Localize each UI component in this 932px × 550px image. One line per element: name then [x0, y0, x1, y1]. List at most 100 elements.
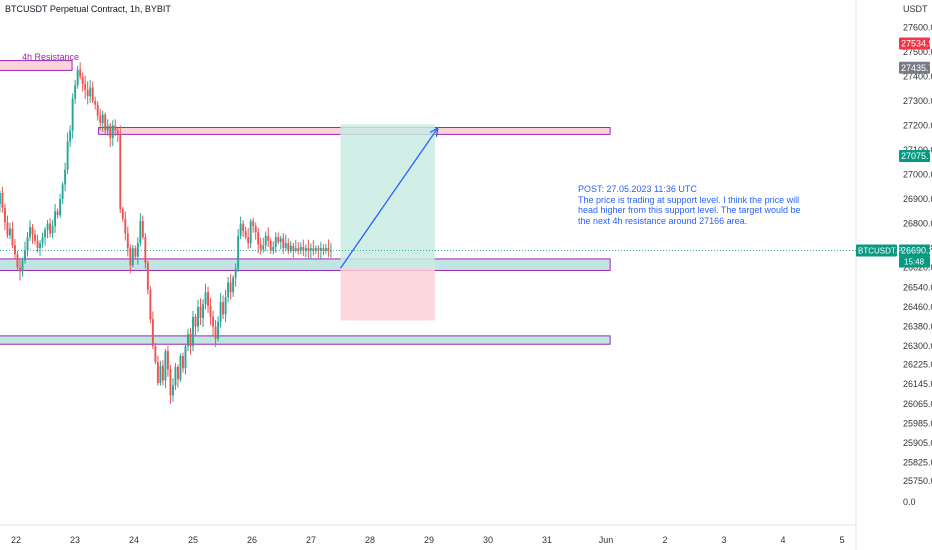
- candle: [187, 328, 189, 351]
- candle: [304, 244, 307, 258]
- candle-body: [134, 248, 137, 257]
- candle: [217, 316, 220, 342]
- candle: [84, 75, 87, 100]
- zone-support: [0, 335, 611, 345]
- candle: [14, 239, 16, 260]
- y-tick-label: 26145.0: [903, 379, 932, 389]
- arrow: [339, 126, 439, 269]
- candle: [247, 228, 250, 249]
- candle: [59, 193, 62, 218]
- x-axis: 22 23 24 25 26 27 28 29 30 31 Jun 2 3 4 5: [11, 535, 845, 545]
- candle: [74, 79, 77, 104]
- candle-body: [154, 346, 157, 363]
- candle: [294, 239, 297, 253]
- candle: [272, 241, 275, 255]
- candle-body: [279, 238, 282, 242]
- candle: [282, 233, 285, 255]
- arrow-line: [339, 127, 439, 269]
- x-tick-label: Jun: [599, 535, 614, 545]
- x-tick-label: 4: [780, 535, 785, 545]
- candle-body: [324, 248, 327, 251]
- candle: [31, 224, 34, 244]
- candle: [307, 239, 310, 260]
- candle: [234, 263, 237, 287]
- candle: [177, 364, 179, 388]
- candle: [144, 233, 147, 269]
- zones: [0, 60, 611, 345]
- candle-body: [212, 316, 215, 327]
- candle-body: [31, 227, 34, 235]
- candle-body: [327, 248, 330, 251]
- candle: [154, 343, 157, 365]
- candle: [111, 120, 114, 147]
- price-tag: 27534.9: [899, 37, 932, 50]
- candle: [76, 65, 79, 89]
- price-tag-bg: [899, 150, 930, 163]
- candle-body: [322, 248, 325, 251]
- candle: [81, 72, 84, 92]
- candle-body: [254, 226, 257, 233]
- candle-body: [91, 87, 94, 102]
- candle: [182, 352, 184, 373]
- candle: [136, 237, 139, 265]
- candle: [309, 243, 312, 260]
- candle-body: [129, 248, 132, 266]
- candle: [239, 216, 242, 240]
- candle-body: [217, 321, 220, 339]
- candle: [207, 286, 209, 313]
- candle-body: [64, 169, 67, 185]
- candle-body: [177, 367, 179, 380]
- candle-body: [146, 262, 149, 290]
- post-note: POST: 27.05.2023 11:36 UTC The price is …: [578, 184, 818, 226]
- candle-body: [302, 246, 305, 251]
- candle: [3, 203, 6, 231]
- candle-body: [294, 248, 297, 251]
- candle-body: [24, 250, 26, 261]
- candle: [56, 208, 59, 219]
- candle: [86, 81, 89, 105]
- candle-body: [66, 141, 69, 170]
- candle-body: [109, 125, 112, 138]
- candle: [69, 125, 72, 148]
- grid: [0, 0, 857, 550]
- candle: [259, 238, 262, 255]
- post-note-line: the next 4h resistance around 27166 area…: [578, 215, 748, 226]
- candle: [94, 96, 97, 110]
- candle-body: [14, 245, 16, 255]
- x-tick-label: 24: [129, 535, 139, 545]
- candle-body: [317, 248, 320, 251]
- candle-body: [151, 319, 154, 347]
- candle: [96, 101, 99, 121]
- trade-loss-zone: [340, 268, 435, 321]
- candle-body: [76, 69, 79, 86]
- candle: [179, 353, 182, 382]
- candle: [146, 260, 149, 295]
- candle: [6, 215, 9, 238]
- candle-body: [329, 250, 332, 252]
- candle: [204, 283, 207, 310]
- candle: [8, 222, 11, 240]
- candle: [279, 235, 282, 250]
- candle-body: [99, 115, 102, 124]
- candle: [64, 162, 67, 192]
- candle: [319, 241, 322, 260]
- candle-body: [224, 297, 227, 315]
- candle-body: [89, 87, 92, 97]
- y-tick-label: 27200.0: [903, 121, 932, 131]
- candle-body: [219, 302, 222, 322]
- candle-body: [71, 98, 74, 131]
- y-tick-label: 27400.0: [903, 72, 932, 82]
- candle-body: [282, 238, 285, 249]
- candle: [274, 232, 277, 253]
- candle: [174, 363, 177, 391]
- candle: [1, 186, 4, 213]
- candle-body: [264, 235, 267, 246]
- candle: [194, 313, 197, 336]
- y-tick-label: 26800.0: [903, 219, 932, 229]
- candle: [36, 234, 39, 253]
- candle-body: [194, 316, 197, 327]
- candle-body: [131, 248, 134, 266]
- candle: [26, 232, 29, 257]
- candle: [21, 257, 24, 277]
- candle: [257, 227, 260, 254]
